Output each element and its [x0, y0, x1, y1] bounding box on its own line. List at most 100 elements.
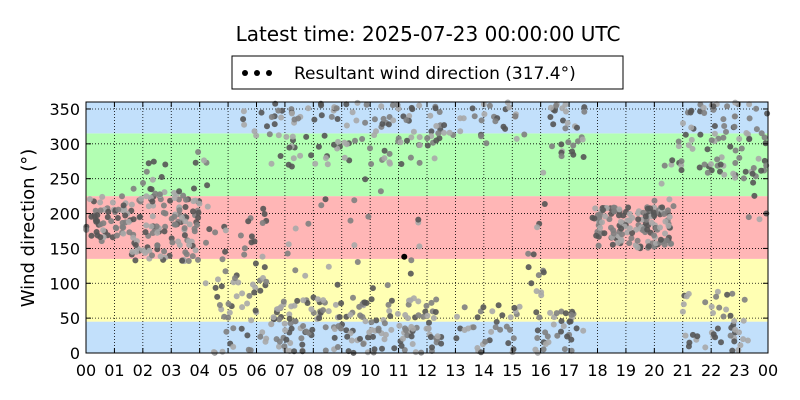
- data-point: [132, 242, 139, 248]
- data-point: [404, 315, 411, 322]
- data-point: [130, 185, 137, 192]
- data-point: [322, 324, 329, 331]
- data-point: [648, 219, 655, 226]
- data-point: [286, 315, 293, 322]
- data-point: [370, 333, 376, 340]
- data-point: [181, 225, 188, 232]
- data-point: [130, 234, 137, 241]
- data-point: [268, 321, 275, 328]
- legend: Resultant wind direction (317.4°): [231, 55, 624, 90]
- data-point: [362, 119, 369, 126]
- y-axis: 0 50 100 150 200 250 300 350: [49, 100, 768, 363]
- data-point: [322, 155, 329, 161]
- data-point: [222, 248, 229, 255]
- data-point: [263, 278, 270, 285]
- data-point: [363, 101, 370, 108]
- data-point: [570, 151, 577, 158]
- data-point: [281, 320, 288, 327]
- data-point: [343, 327, 350, 334]
- data-point: [434, 333, 441, 340]
- legend-marker: [242, 70, 248, 76]
- data-point: [149, 230, 156, 236]
- data-point: [716, 304, 723, 311]
- data-point: [97, 199, 104, 206]
- data-point: [278, 304, 284, 310]
- data-point: [105, 208, 112, 215]
- data-point: [214, 293, 221, 300]
- data-point: [162, 161, 169, 168]
- data-point: [446, 129, 453, 136]
- data-point: [626, 211, 633, 217]
- data-point: [675, 138, 682, 145]
- data-point: [742, 168, 749, 175]
- data-point: [261, 211, 268, 217]
- data-point: [257, 287, 264, 294]
- data-point: [341, 154, 348, 161]
- data-point: [651, 212, 658, 219]
- data-point: [378, 103, 385, 110]
- x-axis: 00 01 02 03 04 05 06 07 08 09 10 11 12 13 14 15 16 17 18 19…: [76, 102, 778, 380]
- data-point: [365, 213, 372, 220]
- data-point: [401, 347, 408, 353]
- data-point: [751, 192, 758, 199]
- data-point: [731, 123, 738, 130]
- data-point: [324, 161, 331, 168]
- data-point: [352, 137, 358, 144]
- data-point: [651, 232, 657, 239]
- data-point: [634, 237, 641, 244]
- data-point: [311, 116, 318, 123]
- data-point: [371, 346, 378, 353]
- data-point: [727, 332, 734, 339]
- data-point: [427, 112, 434, 119]
- data-point: [744, 337, 751, 344]
- data-point: [386, 159, 393, 166]
- data-point: [560, 117, 566, 124]
- data-point: [192, 197, 199, 204]
- data-point: [181, 232, 188, 239]
- data-point: [714, 156, 721, 163]
- data-point: [286, 311, 293, 318]
- data-point: [115, 206, 122, 213]
- data-point: [478, 133, 485, 140]
- x-tick-label: 19: [616, 361, 636, 380]
- data-point: [397, 139, 404, 146]
- data-point: [304, 300, 311, 306]
- data-point: [718, 339, 724, 346]
- data-point: [283, 336, 290, 343]
- data-point: [432, 309, 439, 315]
- data-point: [149, 252, 155, 259]
- data-point: [721, 123, 728, 129]
- data-point: [720, 134, 727, 141]
- data-point: [381, 147, 388, 154]
- data-point: [280, 298, 287, 305]
- data-point: [292, 267, 299, 274]
- data-point: [169, 239, 176, 246]
- data-point: [729, 347, 736, 354]
- data-point: [398, 342, 405, 349]
- data-point: [94, 212, 101, 219]
- data-point: [381, 336, 388, 343]
- data-point: [550, 321, 557, 328]
- data-point: [282, 327, 289, 334]
- data-point: [403, 327, 409, 334]
- data-point: [248, 239, 255, 246]
- x-tick-label: 01: [104, 361, 124, 380]
- data-point: [659, 204, 666, 211]
- data-point: [244, 332, 251, 339]
- data-point: [276, 316, 283, 323]
- data-point: [521, 131, 528, 138]
- data-point: [379, 345, 385, 352]
- x-tick-label: 00: [758, 361, 778, 380]
- data-point: [167, 197, 174, 204]
- x-tick-label: 23: [729, 361, 749, 380]
- data-point: [403, 117, 410, 123]
- data-point: [291, 116, 298, 123]
- data-point: [749, 170, 756, 177]
- data-point: [308, 152, 315, 159]
- x-tick-label: 03: [161, 361, 181, 380]
- data-point: [618, 237, 625, 244]
- data-point: [423, 302, 430, 309]
- data-point: [689, 331, 696, 338]
- data-point: [222, 227, 229, 234]
- data-point: [100, 227, 107, 234]
